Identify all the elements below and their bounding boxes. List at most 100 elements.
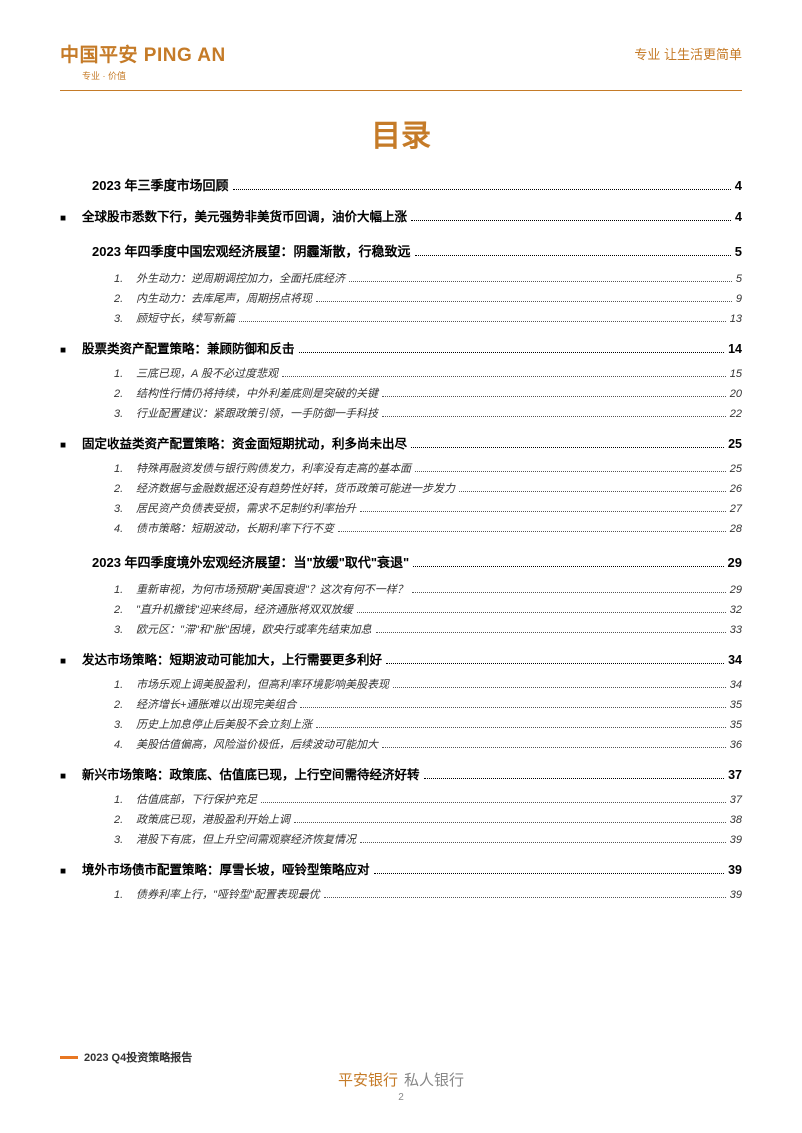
toc-heading-3: 3.居民资产负债表受损，需求不足制约利率抬升 27: [60, 500, 742, 516]
toc-text: 美股估值偏高，风险溢价极低，后续波动可能加大: [136, 736, 378, 752]
toc-text: 经济数据与金融数据还没有趋势性好转，货币政策可能进一步发力: [136, 480, 455, 496]
toc-leader: [360, 842, 726, 843]
toc-text: 特殊再融资发债与银行购债发力，利率没有走高的基本面: [136, 460, 411, 476]
toc-leader: [338, 531, 726, 532]
bullet-icon: ■: [60, 213, 72, 224]
toc-leader: [415, 471, 726, 472]
toc-leader: [294, 822, 726, 823]
toc-heading-3: 1.市场乐观上调美股盈利，但高利率环境影响美股表现34: [60, 676, 742, 692]
toc-number: 1.: [114, 584, 136, 596]
toc-number: 2.: [114, 814, 136, 826]
toc-heading-3: 2.经济数据与金融数据还没有趋势性好转，货币政策可能进一步发力26: [60, 480, 742, 496]
toc-number: 3.: [114, 503, 136, 515]
toc-heading-1: 2023 年四季度中国宏观经济展望：阴霾渐散，行稳致远5: [60, 241, 742, 260]
toc-leader: [415, 255, 731, 256]
toc-leader: [382, 416, 726, 417]
toc-heading-3: 3.顾短守长，续写新篇13: [60, 310, 742, 326]
toc-page: 33: [730, 624, 742, 636]
toc-heading-2: ■ 新兴市场策略：政策底、估值底已现，上行空间需待经济好转 37: [60, 764, 742, 783]
toc-page: 37: [728, 768, 742, 782]
toc-text: 重新审视，为何市场预期"美国衰退"？这次有何不一样？: [136, 581, 408, 597]
toc-number: 1.: [114, 368, 136, 380]
toc-page: 14: [728, 342, 742, 356]
toc-page: 35: [730, 699, 742, 711]
toc-leader: [374, 873, 725, 874]
toc-leader: [412, 592, 726, 593]
toc-leader: [316, 727, 726, 728]
toc-page: 25: [728, 437, 742, 451]
toc-heading-3: 4.美股估值偏高，风险溢价极低，后续波动可能加大 36: [60, 736, 742, 752]
toc-page: 5: [735, 244, 742, 259]
toc-text: 外生动力：逆周期调控加力，全面托底经济: [136, 270, 345, 286]
toc-heading-3: 3.港股下有底，但上升空间需观察经济恢复情况39: [60, 831, 742, 847]
toc-text: 发达市场策略：短期波动可能加大，上行需要更多利好: [82, 649, 382, 668]
toc-text: 行业配置建议：紧跟政策引领，一手防御一手科技: [136, 405, 378, 421]
toc-heading-3: 1.三底已现，A 股不必过度悲观15: [60, 365, 742, 381]
toc-page: 39: [728, 863, 742, 877]
toc-number: 1.: [114, 889, 136, 901]
table-of-contents: 2023 年三季度市场回顾4■全球股市悉数下行，美元强势非美货币回调，油价大幅上…: [60, 175, 742, 902]
toc-heading-3: 2.经济增长+通胀难以出现完美组合35: [60, 696, 742, 712]
bullet-icon: ■: [60, 345, 72, 356]
toc-text: 内生动力：去库尾声，周期拐点将现: [136, 290, 312, 306]
footer-accent-bar: [60, 1056, 78, 1059]
footer-page-number: 2: [60, 1092, 742, 1103]
toc-page: 39: [730, 889, 742, 901]
toc-leader: [382, 396, 726, 397]
header-divider: [60, 90, 742, 91]
toc-leader: [261, 802, 726, 803]
toc-page: 39: [730, 834, 742, 846]
toc-leader: [324, 897, 726, 898]
toc-heading-2: ■股票类资产配置策略：兼顾防御和反击14: [60, 338, 742, 357]
toc-number: 2.: [114, 388, 136, 400]
toc-text: 居民资产负债表受损，需求不足制约利率抬升: [136, 500, 356, 516]
toc-heading-3: 1.估值底部，下行保护充足37: [60, 791, 742, 807]
toc-number: 1.: [114, 794, 136, 806]
toc-heading-2: ■固定收益类资产配置策略：资金面短期扰动，利多尚未出尽25: [60, 433, 742, 452]
toc-page: 27: [730, 503, 742, 515]
toc-page: 37: [730, 794, 742, 806]
toc-page: 36: [730, 739, 742, 751]
toc-number: 3.: [114, 313, 136, 325]
toc-page: 9: [736, 293, 742, 305]
toc-heading-1: 2023 年四季度境外宏观经济展望：当"放缓"取代"衰退"29: [60, 552, 742, 571]
toc-page: 38: [730, 814, 742, 826]
toc-text: 债券利率上行，"哑铃型"配置表现最优: [136, 886, 320, 902]
toc-number: 3.: [114, 719, 136, 731]
toc-page: 4: [735, 210, 742, 224]
toc-text: "直升机撒钱"迎来终局，经济通胀将双双放缓: [136, 601, 353, 617]
footer-report-line: 2023 Q4投资策略报告: [60, 1049, 742, 1065]
toc-leader: [411, 220, 731, 221]
toc-page: 34: [730, 679, 742, 691]
toc-page: 4: [735, 178, 742, 193]
toc-number: 2.: [114, 293, 136, 305]
page-footer: 2023 Q4投资策略报告 平安银行私人银行 2: [60, 1049, 742, 1103]
slogan: 专业 让生活更简单: [634, 44, 742, 63]
toc-leader: [239, 321, 726, 322]
toc-text: 新兴市场策略：政策底、估值底已现，上行空间需待经济好转: [82, 764, 420, 783]
toc-heading-3: 3.行业配置建议：紧跟政策引领，一手防御一手科技22: [60, 405, 742, 421]
toc-page: 25: [730, 463, 742, 475]
toc-number: 2.: [114, 604, 136, 616]
toc-text: 全球股市悉数下行，美元强势非美货币回调，油价大幅上涨: [82, 206, 407, 225]
toc-heading-2: ■境外市场债市配置策略：厚雪长坡，哑铃型策略应对39: [60, 859, 742, 878]
toc-heading-3: 2.结构性行情仍将持续，中外利差底则是突破的关键20: [60, 385, 742, 401]
bullet-icon: ■: [60, 771, 72, 782]
toc-leader: [360, 511, 726, 512]
toc-text: 经济增长+通胀难以出现完美组合: [136, 696, 296, 712]
toc-heading-3: 2.内生动力：去库尾声，周期拐点将现 9: [60, 290, 742, 306]
toc-text: 欧元区："滞"和"胀"困境，欧央行或率先结束加息: [136, 621, 372, 637]
toc-number: 3.: [114, 624, 136, 636]
toc-page: 26: [730, 483, 742, 495]
logo-main: 中国平安 PING AN: [60, 40, 226, 67]
toc-number: 4.: [114, 739, 136, 751]
toc-leader: [282, 376, 726, 377]
toc-text: 顾短守长，续写新篇: [136, 310, 235, 326]
toc-heading-2: ■发达市场策略：短期波动可能加大，上行需要更多利好34: [60, 649, 742, 668]
toc-leader: [382, 747, 726, 748]
toc-heading-3: 2.政策底已现，港股盈利开始上调38: [60, 811, 742, 827]
logo-block: 中国平安 PING AN 专业 · 价值: [60, 40, 226, 82]
toc-text: 结构性行情仍将持续，中外利差底则是突破的关键: [136, 385, 378, 401]
toc-leader: [376, 632, 726, 633]
toc-text: 固定收益类资产配置策略：资金面短期扰动，利多尚未出尽: [82, 433, 407, 452]
